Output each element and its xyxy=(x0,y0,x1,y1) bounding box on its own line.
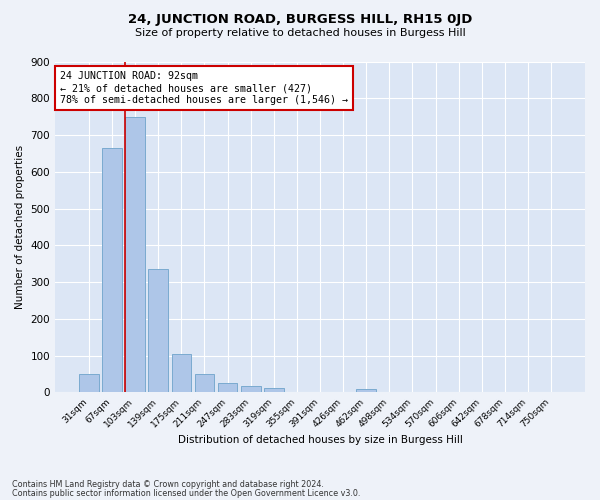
Text: 24, JUNCTION ROAD, BURGESS HILL, RH15 0JD: 24, JUNCTION ROAD, BURGESS HILL, RH15 0J… xyxy=(128,12,472,26)
Bar xyxy=(356,389,376,392)
X-axis label: Distribution of detached houses by size in Burgess Hill: Distribution of detached houses by size … xyxy=(178,435,463,445)
Text: 24 JUNCTION ROAD: 92sqm
← 21% of detached houses are smaller (427)
78% of semi-d: 24 JUNCTION ROAD: 92sqm ← 21% of detache… xyxy=(61,72,349,104)
Bar xyxy=(125,118,145,392)
Text: Contains public sector information licensed under the Open Government Licence v3: Contains public sector information licen… xyxy=(12,490,361,498)
Bar xyxy=(218,382,238,392)
Bar xyxy=(194,374,214,392)
Y-axis label: Number of detached properties: Number of detached properties xyxy=(15,145,25,309)
Bar xyxy=(241,386,260,392)
Bar xyxy=(172,354,191,393)
Bar xyxy=(264,388,284,392)
Bar xyxy=(102,148,122,392)
Bar xyxy=(148,270,168,392)
Bar xyxy=(79,374,99,392)
Text: Size of property relative to detached houses in Burgess Hill: Size of property relative to detached ho… xyxy=(134,28,466,38)
Text: Contains HM Land Registry data © Crown copyright and database right 2024.: Contains HM Land Registry data © Crown c… xyxy=(12,480,324,489)
